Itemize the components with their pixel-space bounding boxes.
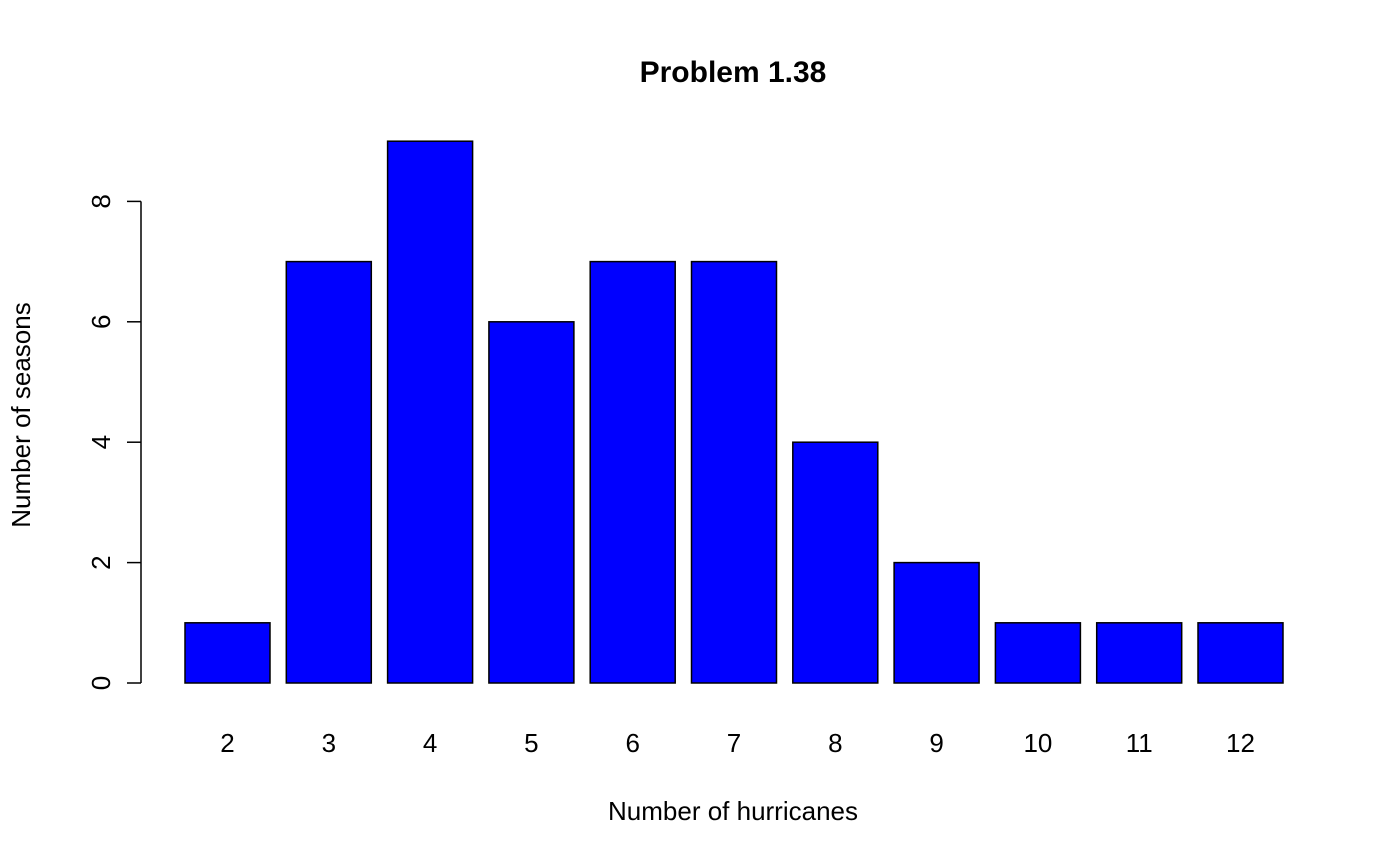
bar-10 [994,622,1082,684]
x-tick-label: 12 [1226,728,1255,758]
y-tick-label: 8 [86,194,116,208]
x-tick-label: 7 [727,728,741,758]
bar-7 [690,260,778,684]
bar-8 [792,441,879,684]
x-tick-label: 5 [524,728,538,758]
x-tick-label: 2 [220,728,234,758]
x-tick-label: 11 [1126,728,1153,758]
x-tick-label: 3 [322,728,336,758]
x-tick-label: 6 [625,728,639,758]
x-axis-label: Number of hurricanes [608,796,858,826]
bars-group [184,140,1284,684]
bar-5 [488,321,575,684]
chart-title: Problem 1.38 [640,56,827,89]
bar-6 [589,260,676,684]
bar-4 [386,140,474,684]
bar-2 [184,622,271,684]
x-tick-label: 8 [828,728,842,758]
y-tick-label: 4 [86,435,116,449]
y-axis-label: Number of seasons [6,302,36,527]
bar-11 [1095,622,1183,684]
x-tick-labels: 2 3 4 5 6 7 8 9 10 11 12 [220,728,1255,758]
y-tick-label: 0 [86,676,116,690]
y-tick-label: 6 [86,315,116,329]
x-tick-label: 10 [1023,728,1052,758]
y-tick-label: 2 [86,555,116,569]
y-axis: 0 2 4 6 8 [86,194,142,690]
bar-9 [893,561,980,684]
x-tick-label: 9 [929,728,943,758]
bar-3 [285,260,373,684]
x-tick-label: 4 [423,728,437,758]
bar-12 [1197,622,1284,684]
